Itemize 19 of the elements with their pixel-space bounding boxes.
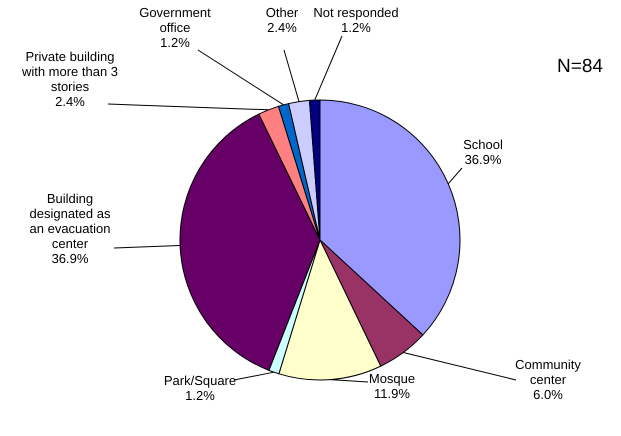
data-label: 6.0%	[533, 387, 564, 402]
slice-label: Mosque	[368, 371, 416, 386]
data-label: 1.2%	[185, 388, 216, 403]
data-label: 1.2%	[341, 20, 372, 35]
slice-label: Building designated as an evacuation center	[30, 191, 111, 251]
slice-label: Government office	[139, 5, 212, 35]
slice-label: Not responded	[313, 5, 399, 20]
slice-label: School	[463, 137, 503, 152]
slice-label: Park/Square	[164, 373, 236, 388]
data-label: 1.2%	[160, 35, 190, 50]
slice-label: Community center	[515, 357, 582, 387]
data-label: 36.9%	[52, 251, 89, 266]
data-label: 36.9%	[464, 152, 502, 167]
data-label: 2.4%	[55, 94, 86, 109]
slice-label: Other	[266, 5, 299, 20]
slice-label: Private building with more than 3 stories	[20, 49, 118, 94]
text: N=84	[557, 56, 604, 77]
data-label: 11.9%	[374, 386, 410, 401]
data-label: 2.4%	[267, 20, 298, 35]
